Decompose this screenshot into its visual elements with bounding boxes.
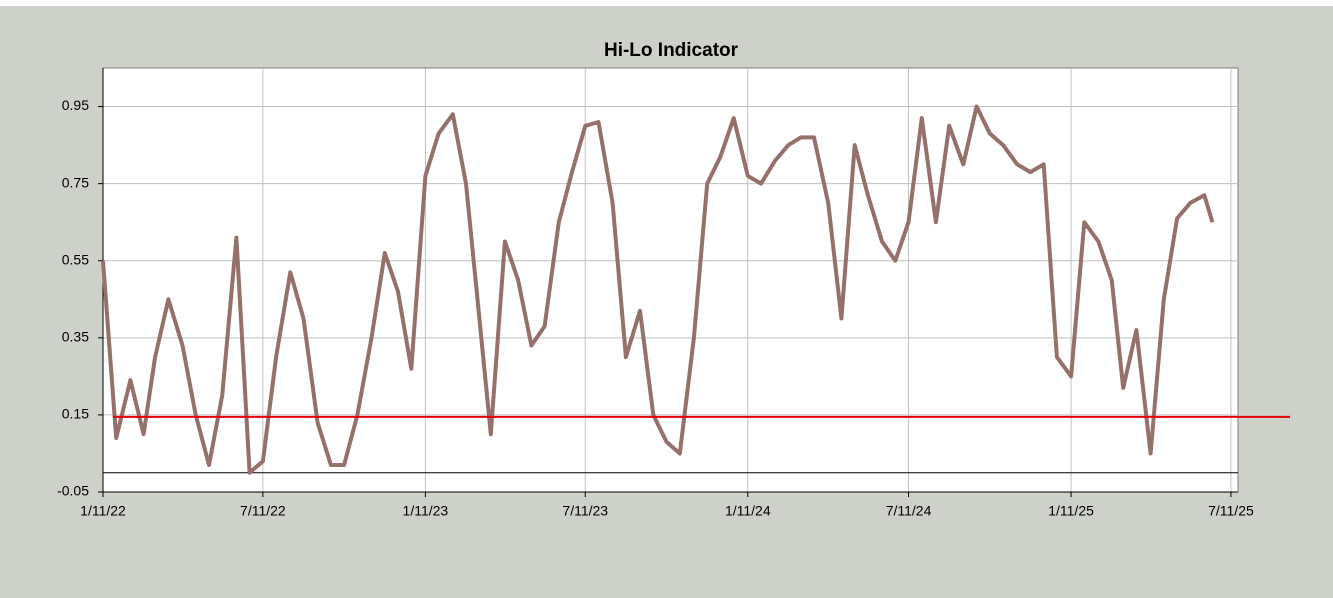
chart-title: Hi-Lo Indicator — [604, 40, 739, 61]
x-tick-label: 1/11/25 — [1048, 503, 1094, 519]
y-tick-label: -0.05 — [57, 483, 89, 499]
sheet-strip — [0, 0, 1333, 6]
x-tick-label: 1/11/23 — [403, 503, 449, 519]
x-tick-label: 1/11/22 — [80, 503, 126, 519]
y-tick-label: 0.55 — [62, 251, 89, 267]
series-line — [101, 104, 1215, 475]
x-tick-label: 7/11/24 — [886, 503, 932, 519]
x-tick-label: 1/11/24 — [725, 503, 771, 519]
plot-area — [102, 67, 1239, 493]
y-tick-label: 0.35 — [62, 329, 89, 345]
y-tick-label: 0.75 — [62, 174, 89, 190]
x-tick-label: 7/11/25 — [1208, 503, 1254, 519]
y-tick-label: 0.95 — [62, 97, 89, 113]
x-tick-label: 7/11/23 — [562, 503, 608, 519]
x-tick-label: 7/11/22 — [240, 503, 286, 519]
y-tick-label: 0.15 — [62, 406, 89, 422]
